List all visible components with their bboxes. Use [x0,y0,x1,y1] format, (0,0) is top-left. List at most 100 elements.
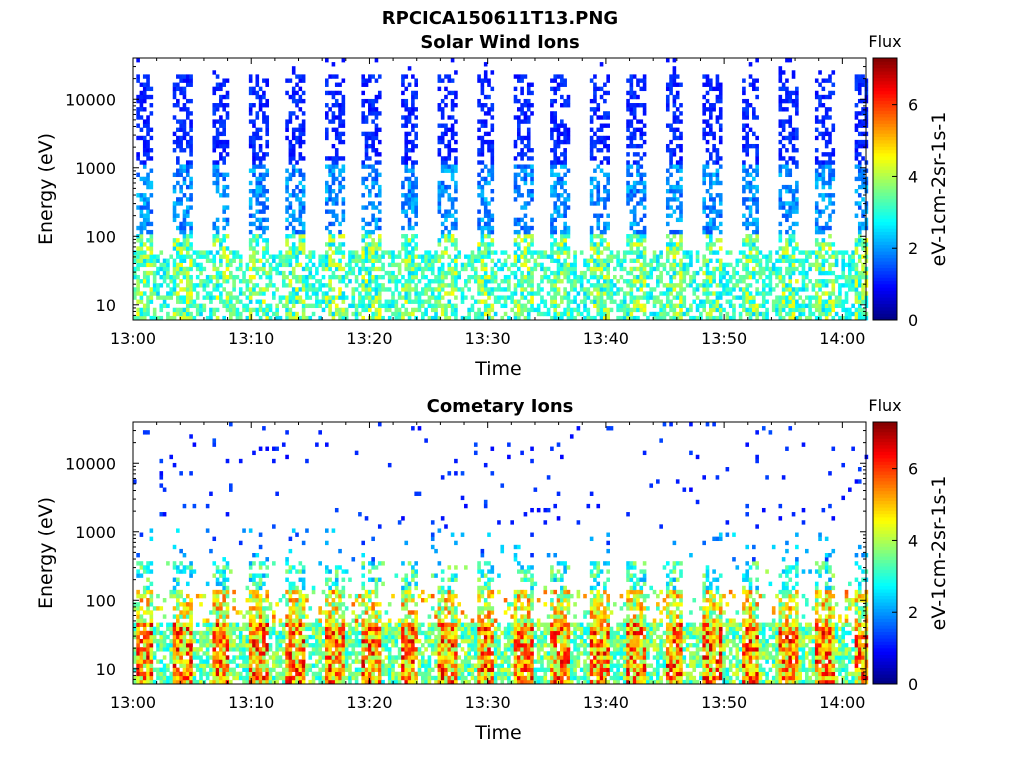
spectrogram-cell [702,127,706,132]
spectrogram-cell [679,242,683,247]
spectrogram-cell [338,180,342,186]
spectrogram-cell [480,311,485,317]
spectrogram-cell [377,94,382,100]
spectrogram-cell [791,270,796,276]
spectrogram-cell [563,131,567,137]
spectrogram-cell [798,250,802,255]
spectrogram-cell [285,135,289,141]
spectrogram-cell [414,143,418,149]
spectrogram-cell [569,266,574,272]
spectrogram-cell [325,115,329,120]
spectrogram-cell [715,299,720,304]
spectrogram-cell [646,270,650,276]
spectrogram-cell [146,262,150,268]
spectrogram-cell [801,283,806,288]
spectrogram-cell [857,111,862,116]
spectrogram-cell [626,307,630,313]
spectrogram-cell [553,111,558,116]
spectrogram-cell [205,291,210,296]
spectrogram-cell [795,98,799,104]
spectrogram-cell [603,246,607,251]
spectrogram-cell [742,197,746,202]
spectrogram-cell [848,315,852,321]
spectrogram-cell [212,258,217,263]
spectrogram-cell [854,86,859,92]
spectrogram-cell [606,213,610,218]
spectrogram-cell [785,217,789,223]
spectrogram-cell [202,266,207,272]
spectrogram-cell [665,234,670,239]
spectrogram-cell [649,287,654,292]
spectrogram-cell [566,254,571,259]
spectrogram-cell [401,242,405,247]
spectrogram-cell [182,254,187,259]
spectrogram-cell [440,160,445,165]
spectrogram-cell [245,266,250,272]
spectrogram-cell [583,315,587,321]
spectrogram-cell [368,103,372,108]
spectrogram-cell [553,205,558,210]
spectrogram-cell [483,123,488,128]
spectrogram-cell [861,119,865,124]
spectrogram-cell [262,287,266,292]
spectrogram-cell [593,74,597,79]
spectrogram-cell [288,115,293,120]
spectrogram-cell [176,172,180,178]
spectrogram-cell [295,279,299,284]
spectrogram-cell [338,291,342,296]
spectrogram-cell [665,58,670,63]
spectrogram-cell [371,107,375,112]
spectrogram-cell [212,287,217,292]
spectrogram-cell [785,258,789,263]
spectrogram-cell [185,283,190,288]
spectrogram-cell [798,258,802,263]
spectrogram-cell [672,98,677,104]
spectrogram-cell [752,221,756,227]
spectrogram-cell [182,135,187,141]
spectrogram-cell [861,270,865,276]
spectrogram-cell [596,139,601,145]
spectrogram-cell [841,299,846,304]
spectrogram-cell [834,295,839,300]
spectrogram-cell [520,274,524,280]
spectrogram-cell [189,164,193,169]
spectrogram-cell [682,250,687,255]
spectrogram-cell [709,242,713,247]
spectrogram-cell [563,225,567,231]
spectrogram-cell [791,209,796,214]
spectrogram-cell [685,311,690,317]
spectrogram-cell [649,274,654,280]
spectrogram-cell [275,270,279,276]
spectrogram-cell [622,295,627,300]
spectrogram-cell [199,254,203,259]
spectrogram-cell [281,295,286,300]
spectrogram-cell [778,66,783,71]
spectrogram-cell [755,143,759,149]
spectrogram-cell [533,291,538,296]
spectrogram-cell [712,307,716,313]
spectrogram-cell [639,189,644,194]
spectrogram-cell [589,148,594,153]
spectrogram-cell [414,291,418,296]
spectrogram-cell [560,246,564,251]
spectrogram-cell [454,258,458,263]
spectrogram-cell [520,291,524,296]
spectrogram-cell [536,283,541,288]
spectrogram-cell [222,123,226,128]
spectrogram-cell [205,283,210,288]
spectrogram-cell [791,262,796,268]
spectrogram-cell [596,246,601,251]
spectrogram-cell [675,82,680,87]
spectrogram-cell [377,283,382,288]
spectrogram-cell [712,291,716,296]
spectrogram-cell [440,283,445,288]
spectrogram-cell [258,107,263,112]
spectrogram-cell [841,266,846,272]
spectrogram-cell [480,103,485,108]
spectrogram-cell [603,279,607,284]
spectrogram-cell [861,291,865,296]
spectrogram-cell [526,189,531,194]
spectrogram-cell [281,303,286,309]
spectrogram-cell [828,279,832,284]
spectrogram-cell [593,234,597,239]
